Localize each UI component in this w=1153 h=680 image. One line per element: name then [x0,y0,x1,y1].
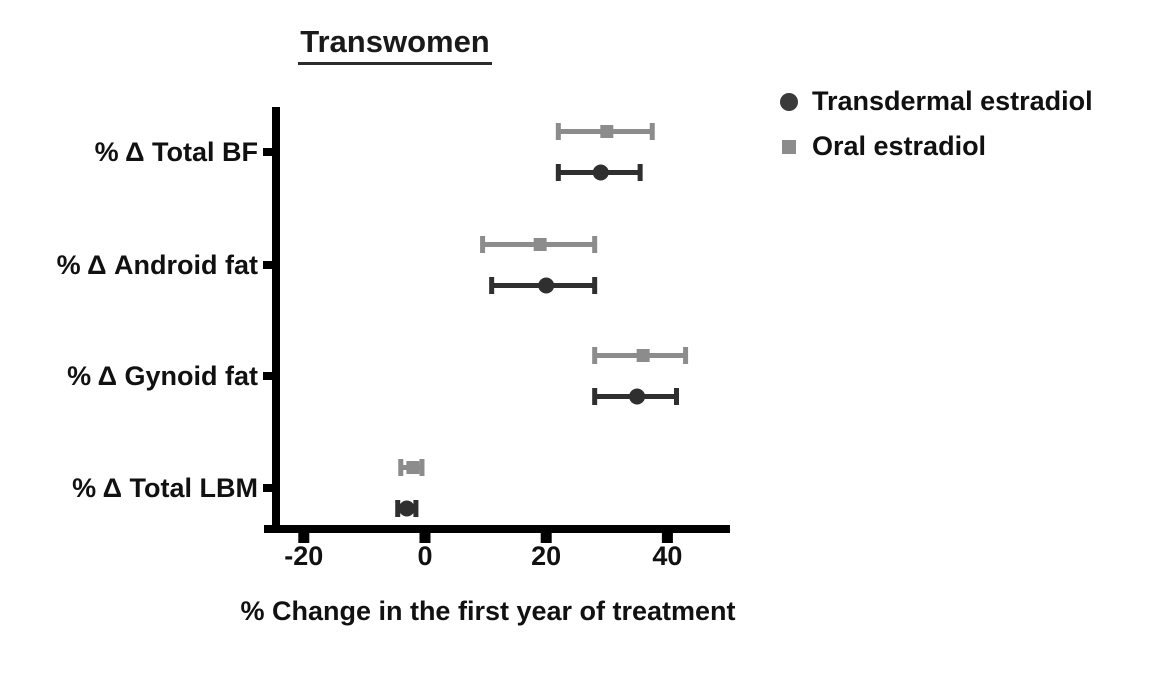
y-axis-tick [263,148,272,156]
error-bar-cap [683,347,689,364]
y-axis-line [272,107,280,533]
error-bar-cap [395,500,401,517]
square-marker-icon [778,139,800,154]
error-bar-cap [480,236,486,253]
legend-item-transdermal: Transdermal estradiol [778,86,1093,117]
category-label-gynoid-fat: % Δ Gynoid fat [67,361,258,391]
data-point-square [600,125,614,138]
legend-label-transdermal: Transdermal estradiol [812,86,1093,116]
category-label-total-bf: % Δ Total BF [94,137,258,167]
x-axis-tick [298,533,310,543]
x-tick-label: 20 [531,541,562,571]
data-point-square [636,349,650,362]
category-label-total-lbm: % Δ Total LBM [72,473,258,503]
x-axis-tick [419,533,431,543]
legend: Transdermal estradiol Oral estradiol [778,86,1093,176]
x-axis-tick [661,533,673,543]
legend-label-oral: Oral estradiol [812,131,987,161]
x-tick-label: -20 [284,541,324,571]
error-bar-cap [555,123,561,140]
chart-title: Transwomen [95,24,695,65]
x-tick-label: 0 [417,541,433,571]
category-label-android-fat: % Δ Android fat [56,250,258,280]
circle-marker-icon [778,92,800,111]
y-axis-tick [263,261,272,269]
data-point-square [533,238,547,251]
x-axis-line [264,525,730,533]
data-point-circle [398,500,415,517]
data-point-square [406,461,420,474]
x-axis-tick [540,533,552,543]
error-bar-cap [489,277,495,294]
x-tick-label: 40 [652,541,683,571]
data-point-circle [629,388,646,405]
error-bar-cap [592,236,598,253]
y-axis-tick [263,484,272,492]
error-bar-cap [637,164,643,181]
data-point-circle [592,164,609,181]
error-bar-cap [649,123,655,140]
x-axis-label: % Change in the first year of treatment [240,596,736,626]
error-bar-cap [413,500,419,517]
data-point-circle [538,277,555,294]
error-bar-cap [592,347,598,364]
chart-title-text: Transwomen [298,24,492,65]
error-bar-cap [592,277,598,294]
y-axis-tick [263,372,272,380]
legend-item-oral: Oral estradiol [778,131,1093,162]
error-bar-cap [555,164,561,181]
error-bar-cap [419,459,425,476]
error-bar-cap [592,388,598,405]
error-bar-cap [398,459,404,476]
error-bar-cap [673,388,679,405]
